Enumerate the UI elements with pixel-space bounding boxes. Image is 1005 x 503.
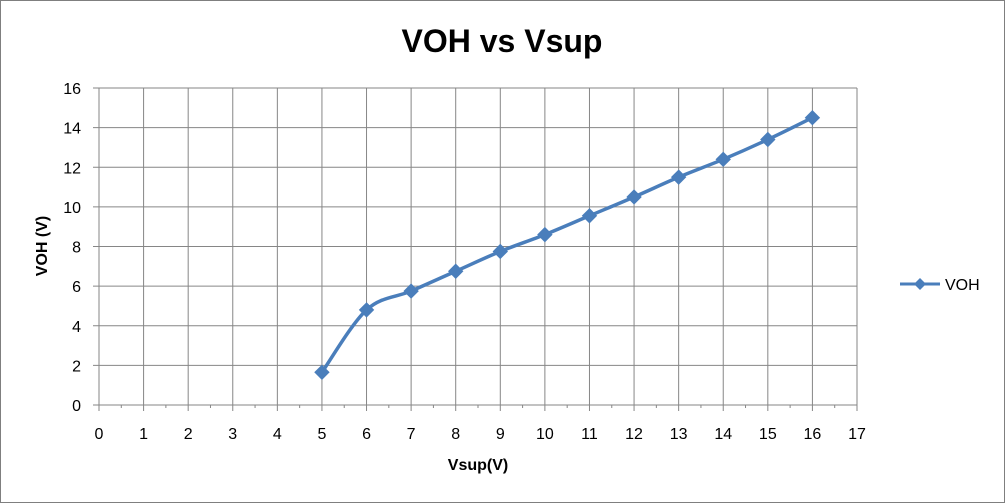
series-voh [314,110,821,381]
data-point-marker [804,110,821,126]
x-tick-label: 4 [273,426,282,443]
x-tick-label: 6 [362,426,371,443]
y-tick-label: 2 [72,358,81,375]
x-tick-label: 2 [184,426,193,443]
series-line [320,116,814,374]
chart-title: VOH vs Vsup [402,23,603,59]
x-tick-label: 8 [451,426,460,443]
x-tick-label: 17 [848,426,866,443]
x-tick-label: 16 [804,426,822,443]
data-point-marker [581,208,598,224]
y-tick-label: 12 [63,160,81,177]
x-tick-label: 9 [496,426,505,443]
y-tick-label: 0 [72,398,81,415]
x-tick-label: 0 [95,426,104,443]
data-point-marker [492,243,509,260]
y-tick-label: 10 [63,200,81,217]
gridlines [99,87,858,405]
legend: VOH [900,277,980,294]
x-tick-label: 15 [759,426,777,443]
data-point-marker [537,226,553,243]
x-tick-label: 5 [317,426,326,443]
y-axis-title: VOH (V) [34,216,51,276]
x-tick-label: 3 [228,426,237,443]
x-tick-label: 11 [581,426,598,443]
y-tick-labels: 0 2 4 6 8 10 12 14 16 [63,81,81,415]
y-tick-label: 8 [72,240,81,257]
y-tick-label: 4 [72,319,81,336]
legend-label: VOH [945,277,980,294]
data-point-marker [670,169,687,185]
data-point-marker [626,189,642,205]
data-point-marker [760,131,776,148]
y-tick-label: 6 [72,279,81,296]
y-tick-label: 16 [63,81,81,98]
x-tick-labels: 0 1 2 3 4 5 6 7 8 9 10 11 12 13 14 15 16 17 [95,426,866,443]
x-tick-label: 13 [670,426,688,443]
y-tick-label: 14 [63,121,81,138]
x-tick-label: 12 [625,426,643,443]
x-tick-label: 14 [714,426,732,443]
data-point-marker [358,302,375,318]
data-point-marker [314,364,330,381]
x-tick-label: 7 [407,426,416,443]
data-point-marker [715,151,731,168]
data-point-marker [447,263,464,279]
legend-marker-icon [914,278,926,290]
x-tick-label: 10 [536,426,554,443]
data-point-marker [403,283,419,299]
axes [93,87,858,411]
x-tick-label: 1 [139,426,148,443]
x-axis-title: Vsup(V) [448,457,508,474]
